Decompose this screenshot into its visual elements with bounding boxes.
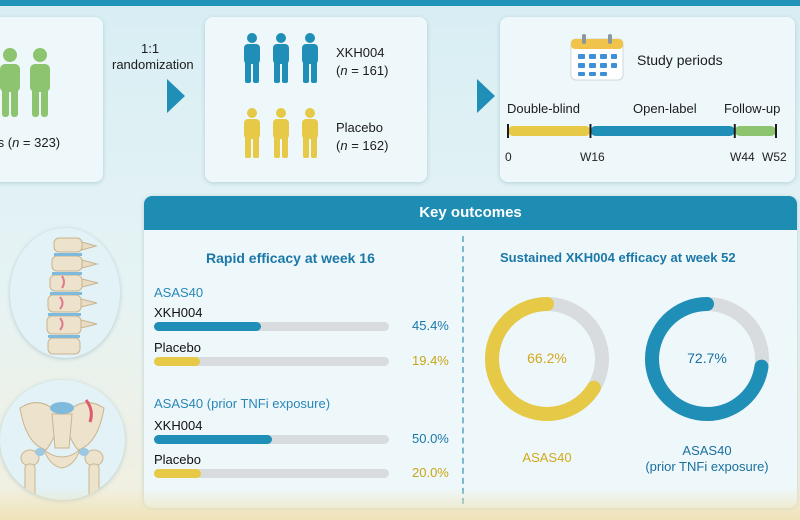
- donut-asas40-tnfi-value: 72.7%: [687, 350, 727, 366]
- bar-track: [154, 469, 389, 478]
- bar-asas40-xkh004: [154, 322, 261, 331]
- pct-tnfi-placebo: 20.0%: [412, 465, 449, 480]
- people-yellow-icon: [241, 107, 321, 159]
- study-periods-card: Study periods Double-blind Open-label Fo…: [500, 17, 795, 182]
- enrollment-label: ts (n = 323): [0, 135, 61, 150]
- randomization-arrow-icon: [127, 79, 185, 113]
- key-outcomes-title: Key outcomes: [144, 196, 797, 230]
- arms-card: XKH004 (n = 161) Placebo (n = 162): [205, 17, 427, 182]
- calendar-icon: [570, 34, 624, 81]
- bar-tnfi-placebo: [154, 469, 201, 478]
- arm-placebo-name: Placebo: [336, 120, 383, 135]
- spine-illustration: [10, 228, 120, 358]
- tick-w44: W44: [730, 150, 755, 164]
- donut-asas40: [485, 297, 609, 421]
- donut-asas40-value: 66.2%: [527, 350, 567, 366]
- key-outcomes-panel: Key outcomes Rapid efficacy at week 16 A…: [144, 196, 797, 508]
- pelvis-icon: [19, 399, 105, 499]
- pelvis-illustration: [0, 380, 125, 500]
- tick-w16: W16: [580, 150, 605, 164]
- enrollment-card: ts (n = 323): [0, 17, 103, 182]
- phase-label-follow-up: Follow-up: [724, 101, 781, 116]
- phase-label-open-label: Open-label: [633, 101, 697, 116]
- top-accent-bar: [0, 0, 800, 6]
- row-asas40-xkh004-label: XKH004: [154, 305, 203, 320]
- spine-icon: [46, 237, 99, 355]
- pct-asas40-xkh004: 45.4%: [412, 318, 449, 333]
- bar-asas40-placebo: [154, 357, 200, 366]
- panel-divider: [462, 236, 464, 504]
- randomization-label: randomization: [112, 57, 194, 72]
- phase-label-double-blind: Double-blind: [507, 101, 580, 116]
- arm-placebo-n: (n = 162): [336, 138, 389, 153]
- arm-xkh004-name: XKH004: [336, 45, 385, 60]
- randomization-ratio: 1:1: [141, 41, 160, 56]
- arm-xkh004-n: (n = 161): [336, 63, 389, 78]
- group-asas40-label: ASAS40: [154, 285, 204, 300]
- donut-asas40-tnfi: [645, 297, 769, 421]
- study-periods-title: Study periods: [637, 52, 723, 68]
- bar-track: [154, 357, 389, 366]
- flow-arrow-icon: [437, 79, 495, 113]
- donut-asas40-label: ASAS40: [522, 450, 572, 465]
- sustained-efficacy-title: Sustained XKH004 efficacy at week 52: [500, 250, 736, 265]
- donut-arc: [485, 297, 609, 421]
- people-teal-icon: [241, 32, 321, 84]
- tick-0: 0: [505, 150, 512, 164]
- row-tnfi-placebo-label: Placebo: [154, 452, 201, 467]
- row-tnfi-xkh004-label: XKH004: [154, 418, 203, 433]
- phase-bar-2: [734, 126, 776, 136]
- phase-bar-1: [590, 126, 735, 136]
- rapid-efficacy-title: Rapid efficacy at week 16: [206, 250, 375, 266]
- ground-strip: [0, 488, 800, 520]
- phase-bar-0: [508, 126, 591, 136]
- pct-asas40-placebo: 19.4%: [412, 353, 449, 368]
- row-asas40-placebo-label: Placebo: [154, 340, 201, 355]
- bar-track: [154, 322, 389, 331]
- donut-asas40-tnfi-label: ASAS40 (prior TNFi exposure): [645, 443, 769, 474]
- bar-tnfi-xkh004: [154, 435, 272, 444]
- bar-track: [154, 435, 389, 444]
- pct-tnfi-xkh004: 50.0%: [412, 431, 449, 446]
- study-timeline: [507, 124, 777, 138]
- group-asas40-tnfi-label: ASAS40 (prior TNFi exposure): [154, 396, 331, 411]
- tick-w52: W52: [762, 150, 787, 164]
- donut-arc: [645, 297, 769, 421]
- people-green-icon: [0, 47, 58, 119]
